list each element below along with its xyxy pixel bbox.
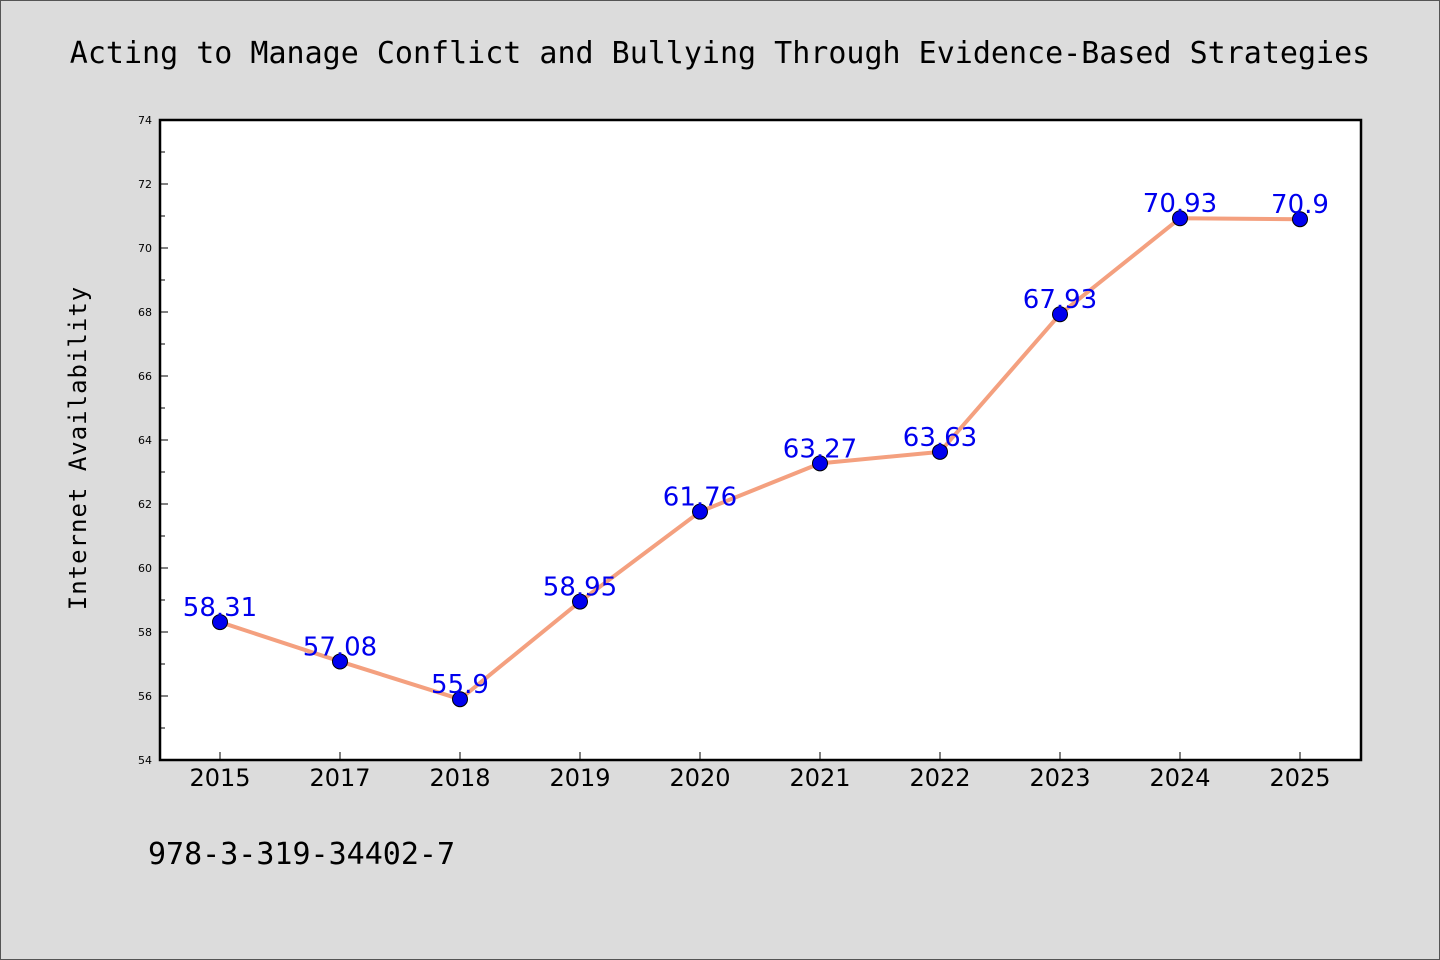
y-tick-label: 74 <box>138 114 152 127</box>
x-tick-label: 2019 <box>549 764 610 792</box>
x-tick-label: 2021 <box>789 764 850 792</box>
y-axis-label: Internet Availability <box>64 286 92 610</box>
data-point <box>932 443 948 460</box>
y-tick-label: 72 <box>138 178 152 191</box>
data-point <box>1052 306 1068 323</box>
data-point <box>572 593 588 610</box>
x-tick-label: 2018 <box>429 764 490 792</box>
data-point <box>812 455 828 472</box>
data-series: 58.31 57.08 55.9 58.95 61.76 63.27 63.63 67.93 7… <box>183 189 1329 708</box>
x-axis-ticks: 2015 2017 2018 2019 2020 2021 2022 2023 2024 2025 <box>189 752 1331 792</box>
data-point <box>212 614 228 631</box>
data-label: 70.9 <box>1271 190 1329 220</box>
y-tick-label: 66 <box>138 370 152 383</box>
x-tick-label: 2025 <box>1269 764 1330 792</box>
x-tick-label: 2017 <box>309 764 370 792</box>
data-label: 58.31 <box>183 593 257 623</box>
y-tick-label: 60 <box>138 562 152 575</box>
y-tick-label: 54 <box>138 754 152 767</box>
y-tick-label: 70 <box>138 242 152 255</box>
y-tick-label: 68 <box>138 306 152 319</box>
chart-title: Acting to Manage Conflict and Bullying T… <box>70 36 1370 71</box>
footer-isbn: 978-3-319-34402-7 <box>148 837 455 872</box>
y-tick-label: 62 <box>138 498 152 511</box>
data-label: 63.27 <box>783 434 857 464</box>
data-point <box>1292 211 1308 228</box>
data-label: 63.63 <box>903 423 977 453</box>
plot-area <box>158 118 1363 762</box>
data-label: 58.95 <box>543 573 617 603</box>
x-tick-label: 2020 <box>669 764 730 792</box>
data-point <box>452 691 468 708</box>
data-point <box>692 503 708 520</box>
data-label: 67.93 <box>1023 285 1097 315</box>
y-axis-ticks: 54 56 58 60 62 64 66 68 70 72 74 <box>138 114 168 767</box>
x-tick-label: 2023 <box>1029 764 1090 792</box>
data-label: 70.93 <box>1143 189 1217 219</box>
y-tick-label: 64 <box>138 434 152 447</box>
data-label: 57.08 <box>303 632 377 662</box>
y-tick-label: 56 <box>138 690 152 703</box>
data-label: 55.9 <box>431 670 489 700</box>
series-line <box>218 216 1302 702</box>
data-point <box>1172 210 1188 227</box>
x-tick-label: 2024 <box>1149 764 1210 792</box>
x-tick-label: 2015 <box>189 764 250 792</box>
x-tick-label: 2022 <box>909 764 970 792</box>
y-tick-label: 58 <box>138 626 152 639</box>
data-label: 61.76 <box>663 483 737 513</box>
data-point <box>332 653 348 670</box>
